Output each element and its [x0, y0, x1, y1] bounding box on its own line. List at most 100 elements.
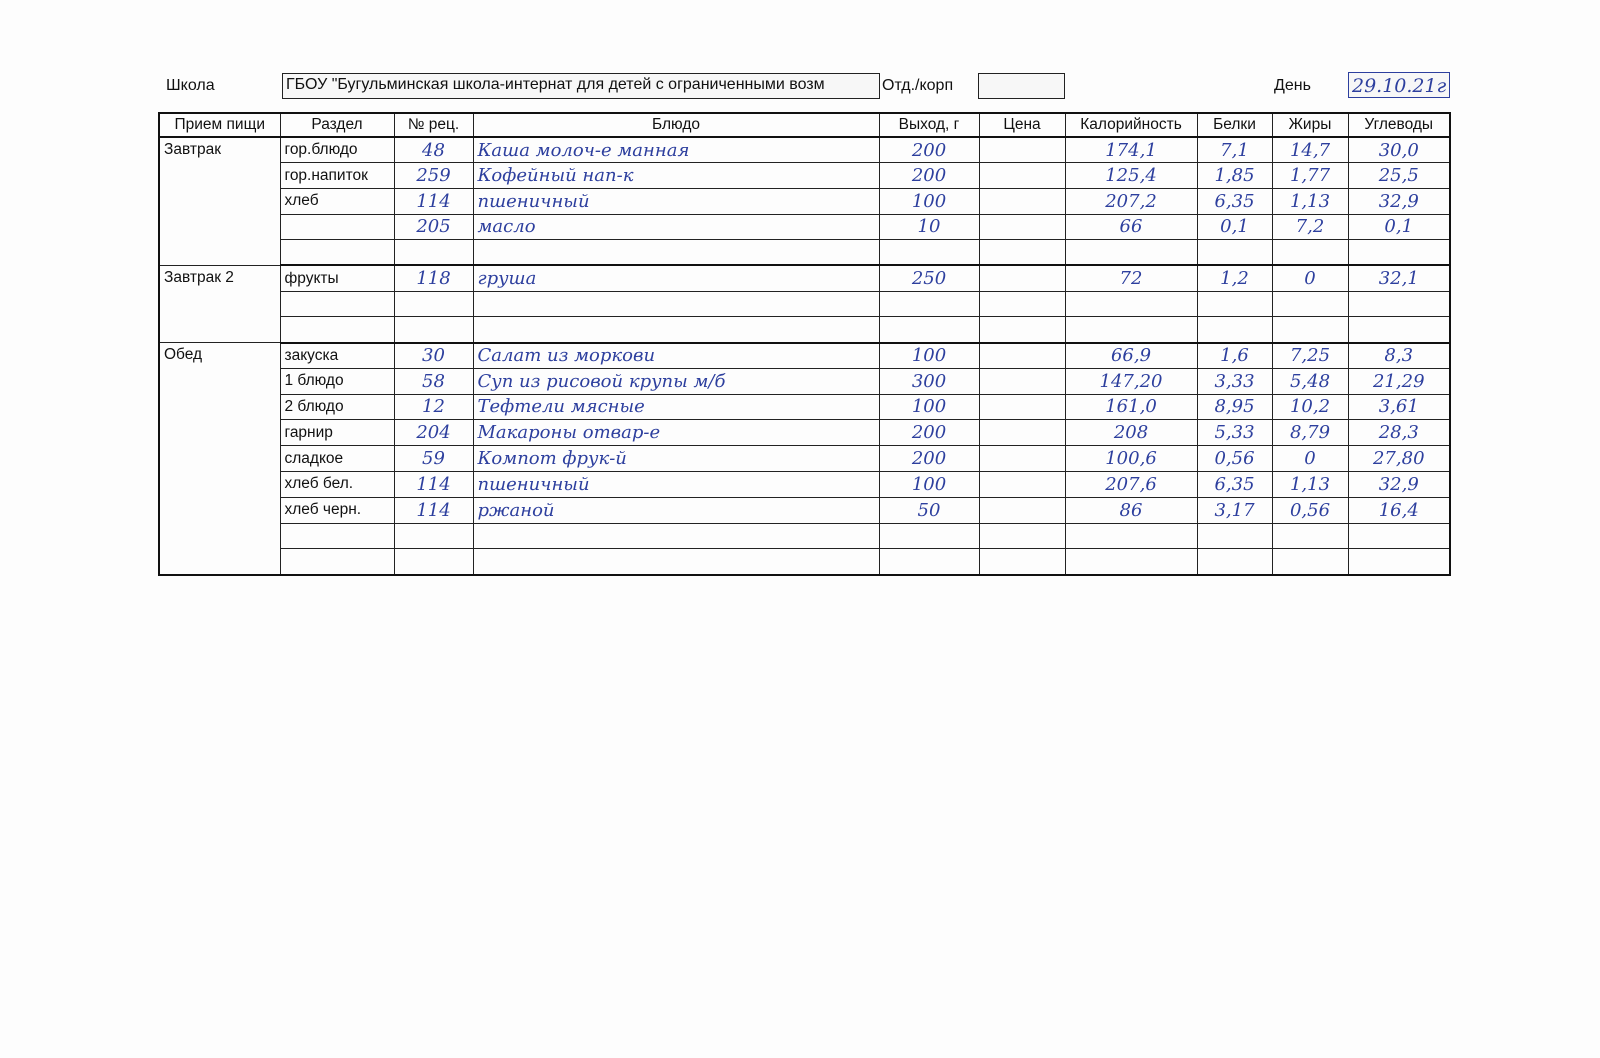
yield-cell[interactable]: 100: [878, 187, 980, 215]
price-cell[interactable]: [978, 393, 1066, 421]
recipe-number-cell[interactable]: 204: [393, 419, 474, 447]
section-cell[interactable]: хлеб бел.: [279, 470, 395, 498]
carbs-cell[interactable]: 32,1: [1347, 264, 1451, 292]
protein-cell[interactable]: 6,35: [1196, 470, 1273, 498]
price-cell[interactable]: [978, 264, 1066, 292]
protein-cell[interactable]: [1196, 522, 1273, 550]
price-cell[interactable]: [978, 367, 1066, 395]
dish-cell[interactable]: [472, 522, 880, 550]
protein-cell[interactable]: [1196, 239, 1273, 267]
fat-cell[interactable]: 1,13: [1271, 187, 1349, 215]
yield-cell[interactable]: [878, 548, 980, 576]
carbs-cell[interactable]: [1347, 548, 1451, 576]
protein-cell[interactable]: [1196, 316, 1273, 344]
calories-cell[interactable]: 207,2: [1064, 187, 1198, 215]
carbs-cell[interactable]: [1347, 290, 1451, 318]
recipe-number-cell[interactable]: 118: [393, 264, 474, 292]
price-cell[interactable]: [978, 496, 1066, 524]
section-cell[interactable]: 2 блюдо: [279, 393, 395, 421]
recipe-number-cell[interactable]: 48: [393, 136, 474, 164]
carbs-cell[interactable]: 3,61: [1347, 393, 1451, 421]
fat-cell[interactable]: [1271, 522, 1349, 550]
calories-cell[interactable]: [1064, 522, 1198, 550]
carbs-cell[interactable]: 21,29: [1347, 367, 1451, 395]
fat-cell[interactable]: 0,56: [1271, 496, 1349, 524]
section-cell[interactable]: [279, 548, 395, 576]
calories-cell[interactable]: [1064, 290, 1198, 318]
day-field[interactable]: 29.10.21г: [1348, 72, 1450, 98]
price-cell[interactable]: [978, 522, 1066, 550]
dish-cell[interactable]: груша: [472, 264, 880, 292]
yield-cell[interactable]: [878, 522, 980, 550]
dish-cell[interactable]: пшеничный: [472, 187, 880, 215]
protein-cell[interactable]: 1,85: [1196, 162, 1273, 189]
recipe-number-cell[interactable]: [393, 290, 474, 318]
dish-cell[interactable]: [472, 239, 880, 267]
calories-cell[interactable]: 147,20: [1064, 367, 1198, 395]
calories-cell[interactable]: 125,4: [1064, 162, 1198, 189]
section-cell[interactable]: [279, 316, 395, 344]
price-cell[interactable]: [978, 162, 1066, 189]
yield-cell[interactable]: 200: [878, 162, 980, 189]
protein-cell[interactable]: [1196, 548, 1273, 576]
recipe-number-cell[interactable]: 12: [393, 393, 474, 421]
protein-cell[interactable]: 0,1: [1196, 213, 1273, 241]
recipe-number-cell[interactable]: 205: [393, 213, 474, 241]
section-cell[interactable]: [279, 290, 395, 318]
carbs-cell[interactable]: [1347, 522, 1451, 550]
price-cell[interactable]: [978, 136, 1066, 164]
yield-cell[interactable]: 10: [878, 213, 980, 241]
section-cell[interactable]: гарнир: [279, 419, 395, 447]
recipe-number-cell[interactable]: 259: [393, 162, 474, 189]
price-cell[interactable]: [978, 548, 1066, 576]
carbs-cell[interactable]: 30,0: [1347, 136, 1451, 164]
fat-cell[interactable]: 8,79: [1271, 419, 1349, 447]
calories-cell[interactable]: 66,9: [1064, 342, 1198, 369]
section-cell[interactable]: хлеб черн.: [279, 496, 395, 524]
fat-cell[interactable]: 7,2: [1271, 213, 1349, 241]
section-cell[interactable]: гор.напиток: [279, 162, 395, 189]
protein-cell[interactable]: 0,56: [1196, 445, 1273, 472]
protein-cell[interactable]: 8,95: [1196, 393, 1273, 421]
recipe-number-cell[interactable]: 59: [393, 445, 474, 472]
calories-cell[interactable]: 207,6: [1064, 470, 1198, 498]
protein-cell[interactable]: 1,6: [1196, 342, 1273, 369]
price-cell[interactable]: [978, 419, 1066, 447]
section-cell[interactable]: гор.блюдо: [279, 136, 395, 164]
section-cell[interactable]: [279, 239, 395, 267]
protein-cell[interactable]: 7,1: [1196, 136, 1273, 164]
carbs-cell[interactable]: [1347, 239, 1451, 267]
fat-cell[interactable]: 0: [1271, 264, 1349, 292]
dish-cell[interactable]: Макароны отвар-е: [472, 419, 880, 447]
yield-cell[interactable]: [878, 290, 980, 318]
protein-cell[interactable]: 5,33: [1196, 419, 1273, 447]
dish-cell[interactable]: Каша молоч-е манная: [472, 136, 880, 164]
price-cell[interactable]: [978, 316, 1066, 344]
section-cell[interactable]: закуска: [279, 342, 395, 369]
section-cell[interactable]: [279, 522, 395, 550]
carbs-cell[interactable]: 16,4: [1347, 496, 1451, 524]
recipe-number-cell[interactable]: [393, 548, 474, 576]
protein-cell[interactable]: 3,33: [1196, 367, 1273, 395]
yield-cell[interactable]: 300: [878, 367, 980, 395]
fat-cell[interactable]: 0: [1271, 445, 1349, 472]
calories-cell[interactable]: 100,6: [1064, 445, 1198, 472]
yield-cell[interactable]: 100: [878, 393, 980, 421]
dish-cell[interactable]: масло: [472, 213, 880, 241]
yield-cell[interactable]: 200: [878, 419, 980, 447]
yield-cell[interactable]: 100: [878, 470, 980, 498]
yield-cell[interactable]: 200: [878, 136, 980, 164]
carbs-cell[interactable]: 0,1: [1347, 213, 1451, 241]
dish-cell[interactable]: Кофейный нап-к: [472, 162, 880, 189]
protein-cell[interactable]: 3,17: [1196, 496, 1273, 524]
fat-cell[interactable]: 5,48: [1271, 367, 1349, 395]
fat-cell[interactable]: 1,13: [1271, 470, 1349, 498]
fat-cell[interactable]: 10,2: [1271, 393, 1349, 421]
calories-cell[interactable]: 174,1: [1064, 136, 1198, 164]
carbs-cell[interactable]: 25,5: [1347, 162, 1451, 189]
carbs-cell[interactable]: 32,9: [1347, 187, 1451, 215]
recipe-number-cell[interactable]: [393, 239, 474, 267]
protein-cell[interactable]: 6,35: [1196, 187, 1273, 215]
fat-cell[interactable]: [1271, 290, 1349, 318]
yield-cell[interactable]: [878, 239, 980, 267]
